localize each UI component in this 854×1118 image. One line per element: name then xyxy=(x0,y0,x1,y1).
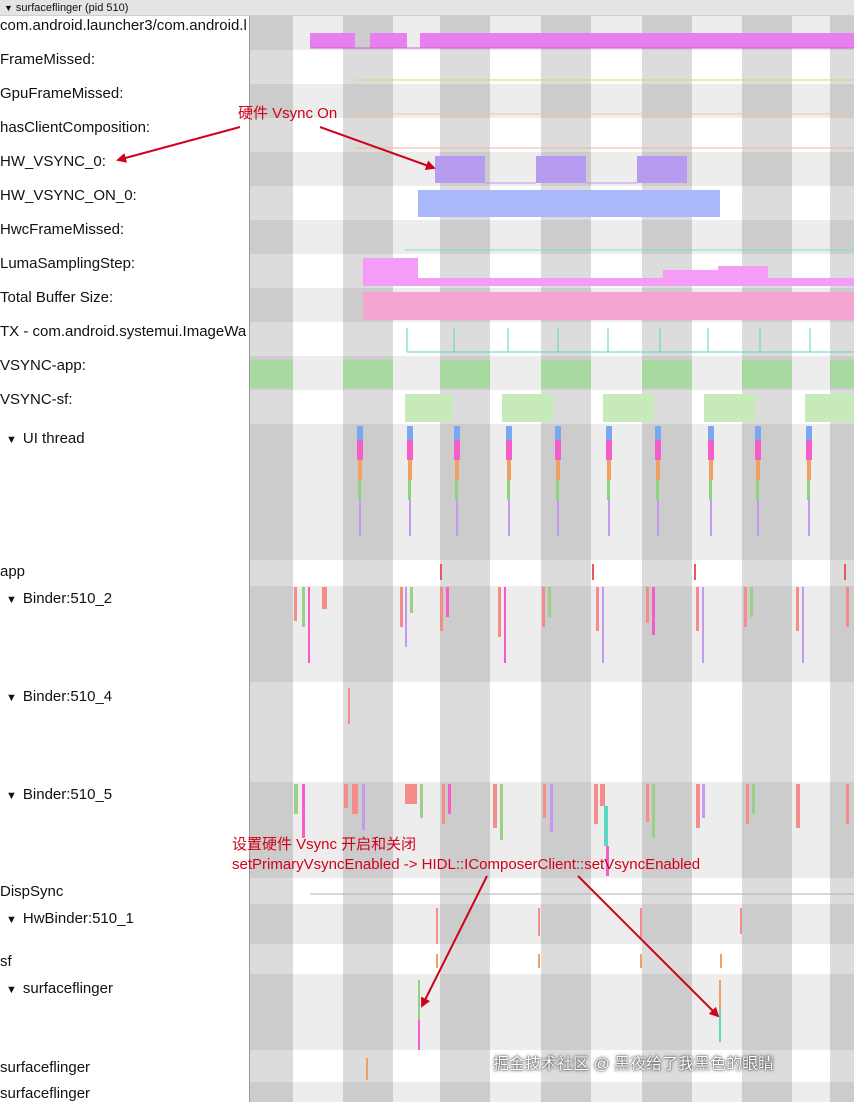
luma-sampling-track xyxy=(363,258,854,286)
track-label-text: com.android.launcher3/com.android.launch… xyxy=(0,17,246,34)
track-tx-systemui[interactable]: TX - com.android.systemui.ImageWallpaper xyxy=(0,322,246,356)
binder-510-5-slices xyxy=(294,784,849,876)
expand-caret-icon[interactable]: ▼ xyxy=(6,594,17,606)
track-label-text: HW_VSYNC_ON_0: xyxy=(0,187,137,204)
vsync-app-track xyxy=(250,360,854,388)
set-vsync-annotation-line1: 设置硬件 Vsync 开启和关闭 xyxy=(232,836,417,853)
expand-caret-icon[interactable]: ▼ xyxy=(4,3,13,13)
track-dispsync[interactable]: DispSync xyxy=(0,882,246,916)
track-binder-510-2[interactable]: ▼ Binder:510_2 xyxy=(0,589,246,623)
expand-caret-icon[interactable]: ▼ xyxy=(6,692,17,704)
track-label-text: Binder:510_2 xyxy=(22,590,113,607)
process-header[interactable]: ▼ surfaceflinger (pid 510) xyxy=(0,0,854,16)
watermark: 掘金技术社区 @ 黑夜给了我黑色的眼睛 xyxy=(493,1056,775,1073)
track-label-text: VSYNC-sf: xyxy=(0,391,73,408)
hw-vsync-on-annotation: 硬件 Vsync On xyxy=(238,105,338,122)
track-frame-missed[interactable]: FrameMissed: xyxy=(0,50,246,84)
expand-caret-icon[interactable]: ▼ xyxy=(6,914,17,926)
track-sf[interactable]: sf xyxy=(0,952,246,986)
ui-thread-slices xyxy=(357,426,812,536)
surfaceflinger-counter-slice xyxy=(366,1058,368,1080)
track-label-text: HW_VSYNC_0: xyxy=(0,153,106,170)
track-binder-510-5[interactable]: ▼ Binder:510_5 xyxy=(0,785,246,819)
counter-slice xyxy=(370,33,407,48)
track-label-text: UI thread xyxy=(22,430,85,447)
track-label-text: sf xyxy=(0,953,12,970)
track-surfaceflinger-b[interactable]: surfaceflinger xyxy=(0,1084,246,1118)
counter-slice xyxy=(420,33,854,48)
track-app[interactable]: app xyxy=(0,562,246,596)
tx-systemui-track xyxy=(406,328,854,353)
expand-caret-icon[interactable]: ▼ xyxy=(6,434,17,446)
binder-510-2-slices xyxy=(294,587,849,663)
track-hw-vsync-0[interactable]: HW_VSYNC_0: xyxy=(0,152,246,186)
track-label-text: HwcFrameMissed: xyxy=(0,221,125,238)
hw-vsync-on-slice xyxy=(418,190,720,217)
surfaceflinger-slices xyxy=(418,980,721,1050)
app-track xyxy=(440,564,846,580)
track-total-buffer-size[interactable]: Total Buffer Size: xyxy=(0,288,246,322)
track-label-text: Binder:510_5 xyxy=(22,786,113,803)
track-ui-thread[interactable]: ▼ UI thread xyxy=(0,429,246,463)
track-label-text: app xyxy=(0,563,26,580)
track-hwc-frame-missed[interactable]: HwcFrameMissed: xyxy=(0,220,246,254)
counter-slice xyxy=(310,33,355,48)
track-label-text: LumaSamplingStep: xyxy=(0,255,136,272)
track-label-text: GpuFrameMissed: xyxy=(0,85,124,102)
track-launcher[interactable]: com.android.launcher3/com.android.launch… xyxy=(0,16,246,50)
set-vsync-annotation-line2: setPrimaryVsyncEnabled -> HIDL::ICompose… xyxy=(232,856,701,873)
track-label-text: TX - com.android.systemui.ImageWallpaper xyxy=(0,323,246,340)
launcher-counter-track xyxy=(310,33,854,49)
track-gpu-frame-missed[interactable]: GpuFrameMissed: xyxy=(0,84,246,118)
timeline-area[interactable] xyxy=(250,16,854,1102)
hw-vsync-slice xyxy=(637,156,687,183)
hw-vsync-slice xyxy=(536,156,586,183)
buffer-size-area xyxy=(363,292,854,320)
hw-vsync-slice xyxy=(435,156,485,183)
track-label-text: Binder:510_4 xyxy=(22,688,113,705)
track-surfaceflinger-a[interactable]: surfaceflinger xyxy=(0,1058,246,1092)
expand-caret-icon[interactable]: ▼ xyxy=(6,984,17,996)
track-surfaceflinger-thread[interactable]: ▼ surfaceflinger xyxy=(0,979,246,1013)
track-has-client-composition[interactable]: hasClientComposition: xyxy=(0,118,246,152)
track-label-panel: com.android.launcher3/com.android.launch… xyxy=(0,16,250,1102)
track-label-text: FrameMissed: xyxy=(0,51,96,68)
track-label-text: hasClientComposition: xyxy=(0,119,151,136)
track-hwbinder-510-1[interactable]: ▼ HwBinder:510_1 xyxy=(0,909,246,943)
track-luma-sampling-step[interactable]: LumaSamplingStep: xyxy=(0,254,246,288)
vsync-sf-track xyxy=(405,394,854,422)
track-vsync-sf[interactable]: VSYNC-sf: xyxy=(0,390,246,424)
track-label-text: surfaceflinger xyxy=(22,980,113,997)
track-label-text: Total Buffer Size: xyxy=(0,289,114,306)
process-title: surfaceflinger (pid 510) xyxy=(15,2,129,14)
track-label-text: surfaceflinger xyxy=(0,1085,91,1102)
timeline-canvas xyxy=(250,16,854,1102)
track-label-text: surfaceflinger xyxy=(0,1059,91,1076)
track-label-text: HwBinder:510_1 xyxy=(22,910,134,927)
track-vsync-app[interactable]: VSYNC-app: xyxy=(0,356,246,390)
track-hw-vsync-on-0[interactable]: HW_VSYNC_ON_0: xyxy=(0,186,246,220)
track-binder-510-4[interactable]: ▼ Binder:510_4 xyxy=(0,687,246,721)
expand-caret-icon[interactable]: ▼ xyxy=(6,790,17,802)
hw-vsync-track xyxy=(435,156,687,184)
track-label-text: VSYNC-app: xyxy=(0,357,86,374)
track-label-text: DispSync xyxy=(0,883,64,900)
binder-510-4-slice xyxy=(348,688,350,724)
